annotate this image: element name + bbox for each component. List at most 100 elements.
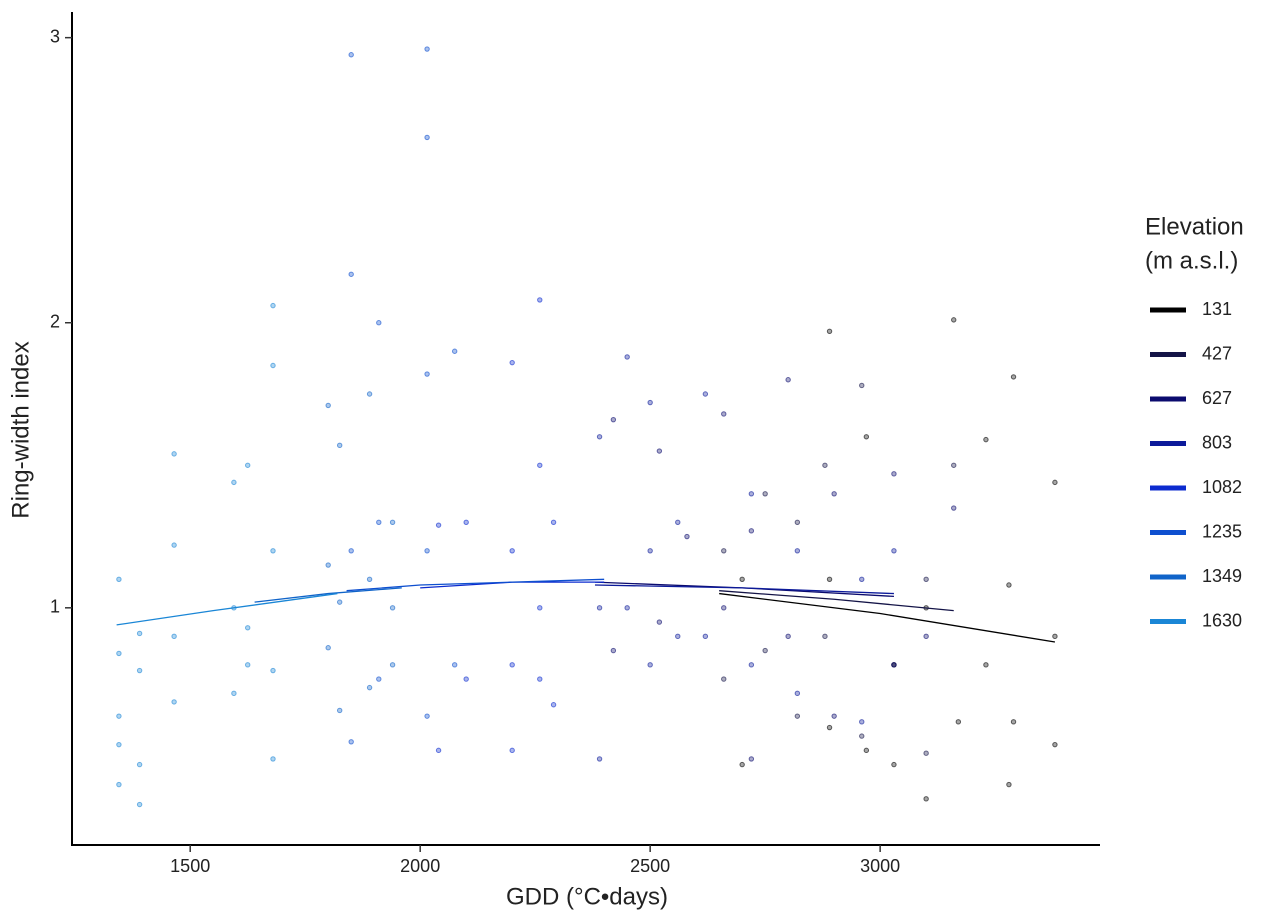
trend-line	[346, 578, 605, 592]
y-tick-label: 1	[50, 597, 60, 617]
data-point	[955, 719, 962, 725]
y-tick-label: 3	[50, 26, 60, 46]
legend-label: 131	[1202, 299, 1232, 319]
data-point	[785, 377, 791, 383]
data-point	[891, 471, 897, 477]
data-point	[463, 519, 469, 525]
trend-line	[594, 581, 894, 598]
data-point	[1010, 719, 1017, 725]
data-point	[509, 747, 515, 754]
data-point	[647, 399, 653, 406]
data-point	[822, 462, 828, 468]
trend-line	[719, 592, 1056, 643]
x-axis-label: GDD (°C•days)	[506, 883, 668, 910]
data-point	[748, 491, 755, 497]
data-point	[951, 317, 957, 323]
data-point	[424, 371, 430, 377]
data-point	[647, 548, 653, 554]
data-point	[891, 662, 897, 668]
x-tick-label: 2000	[400, 856, 440, 876]
data-point	[748, 662, 755, 668]
data-point	[891, 761, 897, 768]
data-point	[794, 519, 801, 525]
data-point	[1010, 374, 1017, 380]
data-point	[116, 741, 122, 748]
data-point	[675, 519, 681, 525]
data-point	[509, 548, 515, 554]
legend-label: 1630	[1202, 610, 1242, 630]
data-point	[550, 702, 557, 708]
data-point	[171, 633, 177, 640]
legend-label: 627	[1202, 388, 1232, 408]
data-point	[451, 348, 458, 354]
data-point	[325, 645, 331, 651]
data-point	[245, 662, 251, 668]
data-point	[647, 662, 653, 668]
data-point	[656, 448, 663, 454]
legend-label: 1082	[1202, 477, 1242, 497]
legend-title: (m a.s.l.)	[1145, 247, 1238, 274]
data-point	[325, 402, 331, 409]
data-point	[136, 761, 143, 768]
data-point	[270, 302, 276, 309]
data-point	[739, 576, 745, 583]
legend-label: 803	[1202, 432, 1232, 452]
trend-line	[420, 581, 605, 589]
data-point	[1052, 741, 1058, 748]
data-point	[509, 662, 515, 668]
y-tick-label: 2	[50, 311, 60, 331]
data-point	[859, 382, 865, 389]
data-point	[863, 434, 870, 440]
data-point	[859, 733, 865, 739]
data-point	[550, 519, 557, 525]
data-point	[891, 548, 897, 554]
data-point	[721, 605, 727, 611]
trend-line	[116, 592, 338, 626]
trend-line	[254, 587, 402, 603]
data-point	[389, 605, 396, 611]
data-point	[537, 297, 543, 303]
data-point	[336, 707, 343, 714]
data-point	[537, 462, 543, 468]
data-point	[116, 650, 122, 657]
data-point	[863, 747, 870, 754]
legend-title: Elevation	[1145, 213, 1244, 240]
data-point	[794, 548, 801, 554]
data-point	[366, 391, 373, 397]
data-point	[424, 46, 430, 52]
data-point	[270, 362, 276, 369]
data-point	[348, 52, 354, 58]
data-point	[435, 747, 442, 754]
legend-label: 1349	[1202, 566, 1242, 586]
data-point	[348, 739, 354, 745]
data-point	[537, 676, 543, 682]
data-point	[389, 662, 396, 668]
data-point	[596, 756, 603, 762]
data-point	[702, 633, 709, 640]
data-point	[336, 442, 343, 449]
data-point	[702, 391, 709, 397]
data-point	[376, 519, 382, 525]
data-point	[624, 605, 630, 611]
data-point	[675, 633, 681, 640]
data-point	[116, 713, 122, 719]
data-point	[826, 724, 833, 731]
data-point	[348, 271, 354, 277]
data-point	[270, 756, 276, 762]
data-point	[596, 605, 603, 611]
data-point	[794, 690, 801, 697]
data-point	[859, 719, 865, 725]
data-point	[116, 781, 122, 788]
data-point	[376, 676, 382, 682]
data-point	[136, 630, 143, 637]
data-point	[270, 548, 276, 554]
data-point	[509, 359, 515, 366]
x-tick-label: 3000	[860, 856, 900, 876]
data-point	[136, 801, 143, 808]
data-point	[424, 548, 430, 554]
data-point	[684, 533, 690, 540]
data-point	[721, 548, 727, 554]
data-point	[245, 625, 251, 631]
data-point	[762, 491, 768, 497]
